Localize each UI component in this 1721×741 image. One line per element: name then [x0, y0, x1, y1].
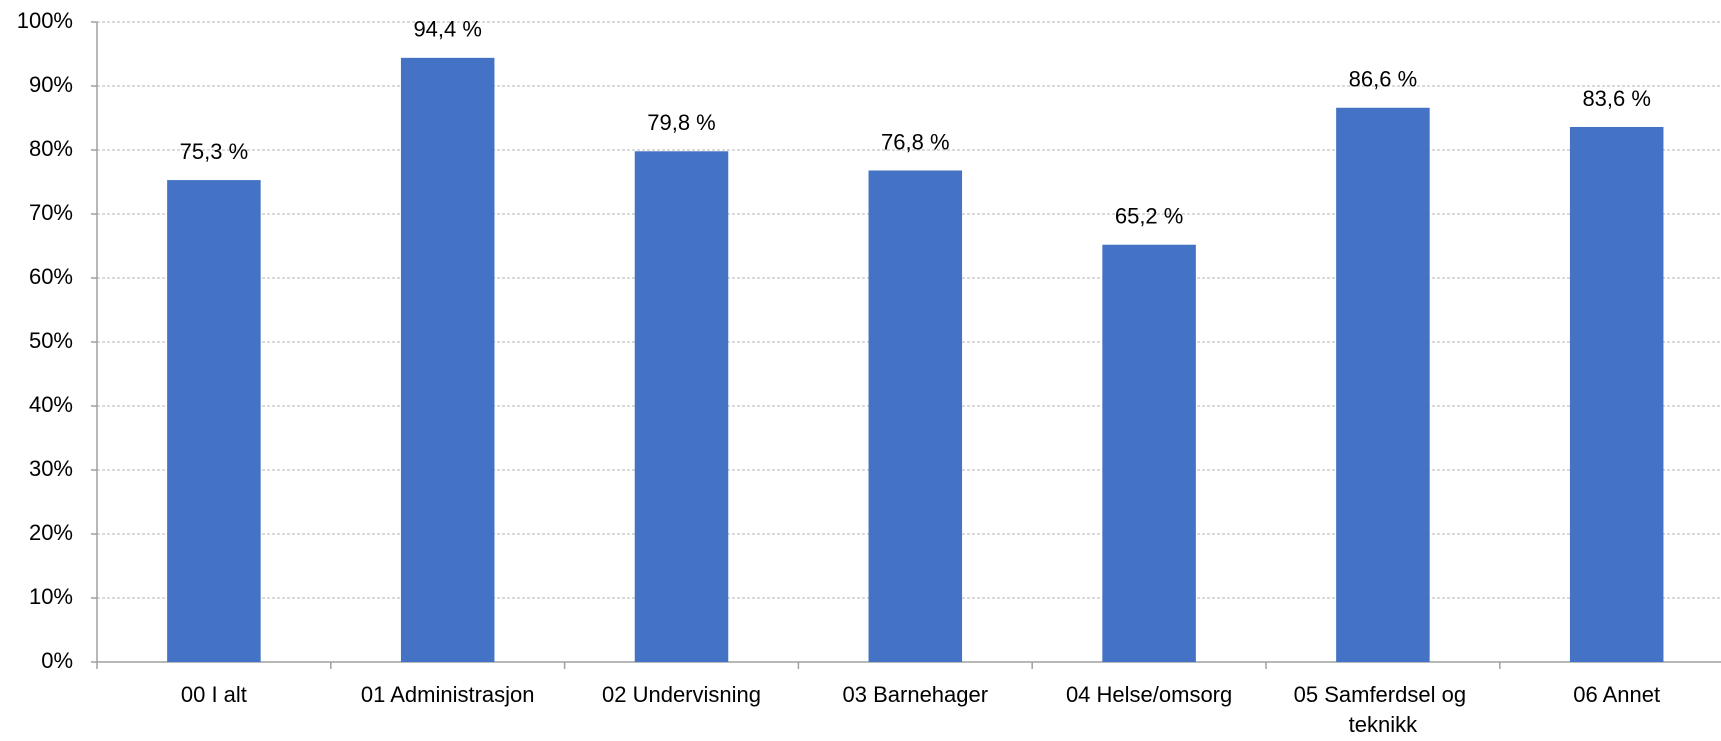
- y-tick-label: 20%: [29, 520, 73, 545]
- bar: [1102, 244, 1196, 662]
- data-label: 65,2 %: [1115, 204, 1184, 229]
- bar: [1569, 126, 1664, 662]
- bar: [1336, 107, 1430, 662]
- y-tick-label: 70%: [29, 200, 73, 225]
- data-label: 94,4 %: [413, 17, 482, 42]
- y-tick-label: 0%: [41, 648, 73, 673]
- data-label: 75,3 %: [180, 139, 249, 164]
- y-tick-label: 80%: [29, 136, 73, 161]
- x-tick-label: 06 Annet: [1573, 682, 1660, 707]
- y-tick-label: 50%: [29, 328, 73, 353]
- x-tick-label: 00 I alt: [181, 682, 247, 707]
- x-tick-label: 04 Helse/omsorg: [1066, 682, 1232, 707]
- y-tick-label: 40%: [29, 392, 73, 417]
- bar: [167, 180, 261, 662]
- data-label: 79,8 %: [647, 110, 716, 135]
- y-tick-label: 100%: [17, 8, 73, 33]
- x-tick-label: 03 Barnehager: [843, 682, 989, 707]
- y-tick-label: 10%: [29, 584, 73, 609]
- data-label: 83,6 %: [1582, 86, 1651, 111]
- bar: [634, 151, 729, 662]
- bar: [400, 57, 495, 662]
- y-tick-label: 90%: [29, 72, 73, 97]
- data-label: 86,6 %: [1349, 67, 1418, 92]
- x-tick-label: 02 Undervisning: [602, 682, 761, 707]
- x-tick-label: 01 Administrasjon: [361, 682, 535, 707]
- x-tick-label: 05 Samferdsel og teknikk: [1294, 682, 1473, 737]
- data-label: 76,8 %: [881, 129, 950, 154]
- bar: [868, 170, 963, 663]
- y-tick-label: 60%: [29, 264, 73, 289]
- y-tick-label: 30%: [29, 456, 73, 481]
